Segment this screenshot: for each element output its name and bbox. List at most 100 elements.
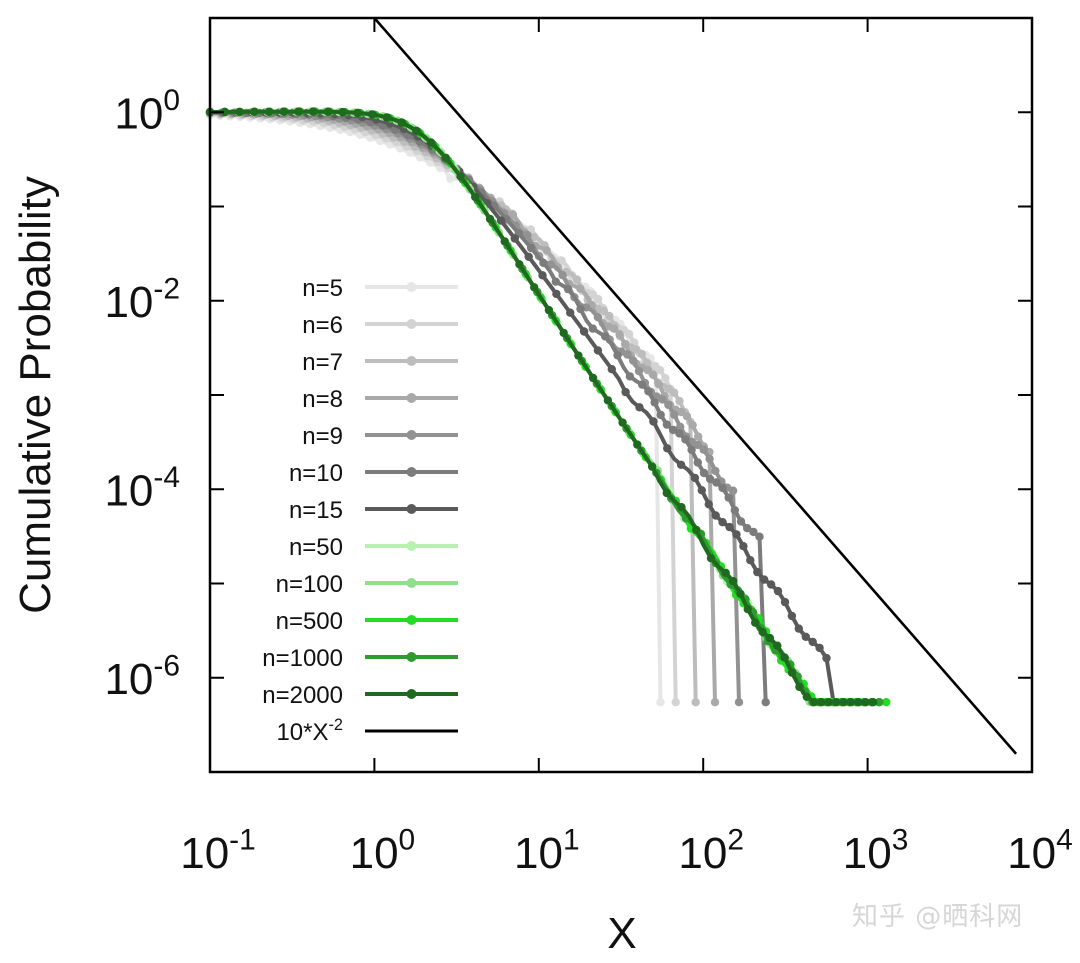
legend-label: n=10 [289, 460, 343, 487]
point-n=15 [510, 234, 519, 243]
point-n=2000 [861, 698, 870, 707]
point-n=10 [650, 398, 659, 407]
point-n=9 [593, 313, 603, 322]
point-n=15 [649, 417, 658, 426]
point-n=2000 [308, 107, 318, 116]
point-n=2000 [338, 107, 347, 117]
point-n=9 [664, 400, 673, 410]
point-n=2000 [780, 653, 789, 662]
legend-label: n=5 [302, 275, 343, 302]
point-n=8 [576, 284, 585, 293]
point-n=9 [670, 410, 679, 419]
point-n=10 [755, 532, 764, 541]
point-n=10 [687, 445, 696, 454]
point-n=2000 [426, 138, 436, 147]
point-n=2000 [743, 605, 752, 614]
legend-swatch-dot [406, 467, 417, 477]
legend-label: n=6 [302, 312, 343, 339]
point-n=10 [718, 483, 727, 493]
point-n=7 [599, 306, 609, 316]
point-n=8 [649, 370, 658, 380]
point-n=2000 [854, 698, 863, 707]
point-n=6 [655, 365, 665, 375]
point-n=2000 [235, 107, 244, 117]
point-n=9 [623, 350, 632, 359]
point-n=15 [746, 556, 755, 565]
point-n=2000 [323, 107, 333, 116]
point-n=10 [724, 493, 733, 502]
point-n=15 [753, 567, 762, 577]
y-axis-label: Cumulative Probability [11, 176, 60, 614]
point-n=15 [718, 518, 727, 527]
point-n=7 [691, 698, 700, 707]
point-n=1000 [875, 698, 884, 707]
point-n=15 [524, 252, 533, 261]
legend-label: n=15 [289, 497, 343, 524]
point-n=2000 [294, 107, 303, 116]
point-n=9 [734, 698, 744, 707]
point-n=2000 [485, 214, 495, 224]
point-n=2000 [412, 126, 421, 135]
reference-line [373, 17, 1018, 755]
point-n=9 [711, 466, 720, 476]
point-n=2000 [773, 641, 782, 650]
point-n=10 [699, 468, 709, 478]
point-n=9 [705, 454, 714, 464]
point-n=15 [607, 365, 616, 374]
point-n=6 [671, 698, 680, 707]
point-n=10 [638, 380, 647, 389]
series-layer [205, 17, 1018, 755]
point-n=2000 [810, 698, 819, 707]
point-n=15 [579, 327, 589, 336]
point-n=2000 [736, 589, 745, 599]
legend-swatch-dot [406, 430, 417, 440]
point-n=15 [780, 597, 790, 607]
point-n=2000 [397, 118, 406, 127]
point-n=10 [656, 410, 665, 420]
point-n=10 [743, 524, 752, 533]
y-tick-label: 10-2 [104, 272, 180, 326]
point-n=10 [613, 351, 622, 360]
point-n=2000 [500, 237, 509, 246]
x-tick-label: 102 [678, 824, 744, 878]
point-n=8 [682, 412, 692, 421]
point-n=2000 [603, 396, 613, 405]
point-n=9 [629, 356, 638, 365]
point-n=10 [681, 435, 690, 444]
y-tick-label: 10-4 [104, 461, 180, 515]
point-n=15 [711, 511, 720, 520]
point-n=2000 [802, 692, 811, 701]
point-n=2000 [441, 153, 450, 163]
point-n=2000 [250, 107, 259, 117]
legend-label: n=2000 [262, 682, 343, 709]
point-n=2000 [662, 488, 671, 498]
point-n=15 [773, 586, 783, 596]
point-n=15 [566, 308, 575, 317]
point-n=10 [705, 474, 715, 484]
point-n=10 [749, 527, 758, 537]
point-n=2000 [839, 698, 848, 707]
point-n=2000 [817, 698, 826, 707]
point-n=10 [539, 258, 548, 268]
point-n=10 [730, 506, 739, 515]
point-n=15 [787, 611, 797, 621]
point-n=15 [538, 271, 547, 280]
point-n=9 [728, 486, 738, 495]
x-tick-label: 100 [350, 824, 416, 878]
point-n=15 [621, 387, 630, 397]
point-n=15 [808, 637, 817, 647]
point-n=15 [496, 216, 506, 225]
point-n=7 [637, 349, 646, 359]
point-n=15 [739, 542, 748, 551]
point-n=2000 [824, 698, 834, 707]
point-n=10 [644, 387, 653, 396]
point-n=15 [766, 580, 776, 589]
point-n=2000 [559, 328, 568, 338]
point-n=15 [690, 473, 700, 483]
point-n=2000 [353, 108, 362, 118]
point-n=15 [704, 500, 713, 509]
point-n=7 [675, 396, 684, 406]
legend-swatch-dot [406, 504, 417, 514]
point-n=15 [760, 575, 769, 584]
